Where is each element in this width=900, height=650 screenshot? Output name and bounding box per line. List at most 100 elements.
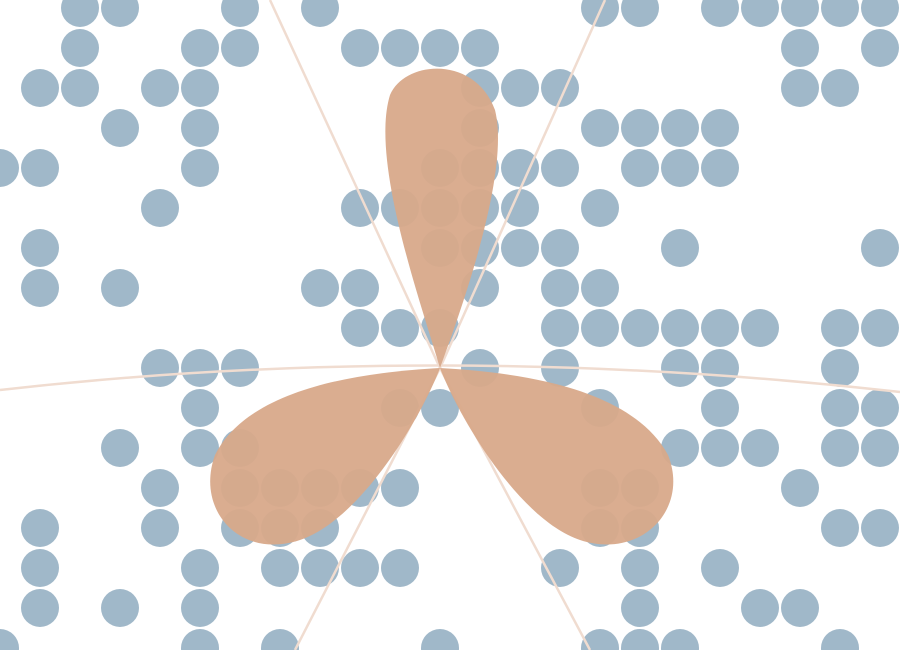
- dot: [21, 589, 59, 627]
- dot: [21, 269, 59, 307]
- dot: [0, 149, 19, 187]
- dot: [621, 549, 659, 587]
- dot: [181, 149, 219, 187]
- dot: [61, 29, 99, 67]
- dot: [181, 109, 219, 147]
- dot: [781, 69, 819, 107]
- dot: [661, 629, 699, 650]
- dot: [181, 69, 219, 107]
- dot: [101, 0, 139, 27]
- guide-line: [268, 0, 442, 369]
- guide-arc: [0, 364, 900, 394]
- dot: [861, 389, 899, 427]
- dot: [541, 269, 579, 307]
- dot: [661, 309, 699, 347]
- dot: [21, 149, 59, 187]
- dot: [701, 429, 739, 467]
- dot: [101, 429, 139, 467]
- dot: [661, 149, 699, 187]
- dot: [301, 0, 339, 27]
- dot: [141, 349, 179, 387]
- dot: [661, 349, 699, 387]
- dot: [141, 189, 179, 227]
- dot: [781, 0, 819, 27]
- dot: [781, 29, 819, 67]
- dot: [301, 549, 339, 587]
- dot: [621, 0, 659, 27]
- dot: [701, 309, 739, 347]
- dot: [461, 29, 499, 67]
- trefoil: [210, 68, 674, 545]
- dot: [341, 29, 379, 67]
- dot: [661, 229, 699, 267]
- guide-line: [438, 0, 607, 369]
- dot: [421, 29, 459, 67]
- dot: [381, 29, 419, 67]
- dot: [221, 29, 259, 67]
- dot: [861, 509, 899, 547]
- dot: [821, 0, 859, 27]
- dot: [341, 309, 379, 347]
- dot: [701, 109, 739, 147]
- dot: [821, 509, 859, 547]
- dot: [821, 429, 859, 467]
- dot: [661, 109, 699, 147]
- dot: [501, 189, 539, 227]
- dot: [181, 629, 219, 650]
- dot: [861, 309, 899, 347]
- dot: [261, 629, 299, 650]
- dot: [581, 629, 619, 650]
- dot: [21, 229, 59, 267]
- dot: [181, 29, 219, 67]
- dot: [221, 0, 259, 27]
- dot: [621, 149, 659, 187]
- dot: [701, 149, 739, 187]
- dot: [21, 549, 59, 587]
- dot: [301, 269, 339, 307]
- dot: [501, 229, 539, 267]
- dot: [381, 469, 419, 507]
- dot: [621, 109, 659, 147]
- dot: [621, 589, 659, 627]
- dot: [381, 549, 419, 587]
- dot: [861, 29, 899, 67]
- dot: [381, 309, 419, 347]
- dot: [61, 69, 99, 107]
- dot: [261, 549, 299, 587]
- dot: [861, 429, 899, 467]
- dot: [541, 309, 579, 347]
- dot: [501, 149, 539, 187]
- dot: [781, 469, 819, 507]
- dot: [61, 0, 99, 27]
- petal-right: [440, 368, 674, 545]
- dot: [741, 429, 779, 467]
- dot: [821, 309, 859, 347]
- dot: [101, 589, 139, 627]
- dot: [701, 0, 739, 27]
- dot: [181, 389, 219, 427]
- dot: [21, 509, 59, 547]
- dot: [581, 309, 619, 347]
- dot: [701, 549, 739, 587]
- dot: [821, 69, 859, 107]
- dot: [541, 149, 579, 187]
- dot: [221, 349, 259, 387]
- dot: [21, 69, 59, 107]
- dot: [141, 469, 179, 507]
- dot: [741, 589, 779, 627]
- dot: [861, 0, 899, 27]
- dot: [141, 509, 179, 547]
- dot: [181, 589, 219, 627]
- dot: [421, 389, 459, 427]
- dot: [581, 269, 619, 307]
- dot: [661, 429, 699, 467]
- dot: [581, 189, 619, 227]
- dot: [141, 69, 179, 107]
- dot: [0, 629, 19, 650]
- dot: [621, 309, 659, 347]
- dot: [821, 629, 859, 650]
- petal-left: [210, 368, 440, 545]
- dot: [701, 349, 739, 387]
